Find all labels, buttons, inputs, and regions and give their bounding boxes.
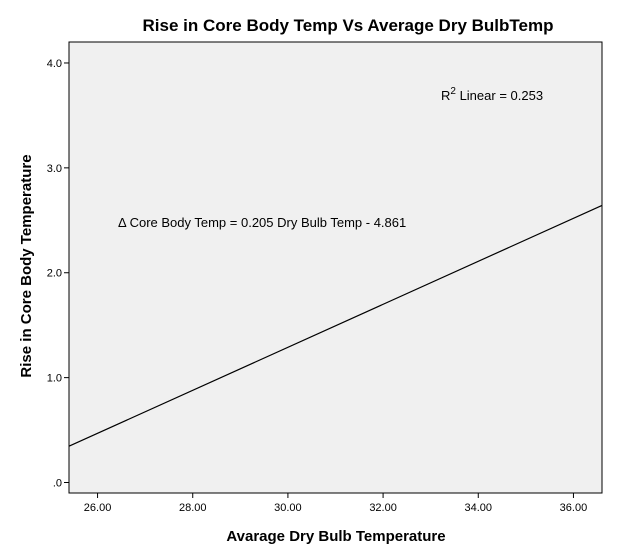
y-axis: .0 1.0 2.0 3.0 4.0 (47, 58, 69, 490)
x-axis: 26.00 28.00 30.00 32.00 34.00 36.00 (84, 493, 587, 514)
y-tick-label: 4.0 (47, 58, 62, 70)
x-tick-label: 30.00 (274, 502, 302, 514)
r-squared-prefix: R (441, 88, 450, 103)
r-squared-annotation: R2 Linear = 0.253 (441, 86, 543, 103)
r-squared-superscript: 2 (450, 86, 456, 97)
fit-line (68, 204, 603, 447)
y-tick-label: 2.0 (47, 268, 62, 280)
x-tick-label: 32.00 (369, 502, 397, 514)
y-axis-label: Rise in Core Body Temperature (18, 154, 35, 377)
plot-area (68, 41, 603, 494)
x-tick-label: 34.00 (465, 502, 493, 514)
x-axis-label: Avarage Dry Bulb Temperature (226, 528, 445, 545)
y-tick-label: 1.0 (47, 373, 62, 385)
y-tick-label: 3.0 (47, 163, 62, 175)
y-tick-label: .0 (53, 478, 62, 490)
regression-equation: Δ Core Body Temp = 0.205 Dry Bulb Temp -… (118, 215, 406, 230)
x-tick-label: 36.00 (560, 502, 588, 514)
r-squared-value: Linear = 0.253 (456, 88, 543, 103)
x-tick-label: 28.00 (179, 502, 207, 514)
chart-title: Rise in Core Body Temp Vs Average Dry Bu… (143, 16, 554, 35)
x-tick-label: 26.00 (84, 502, 112, 514)
